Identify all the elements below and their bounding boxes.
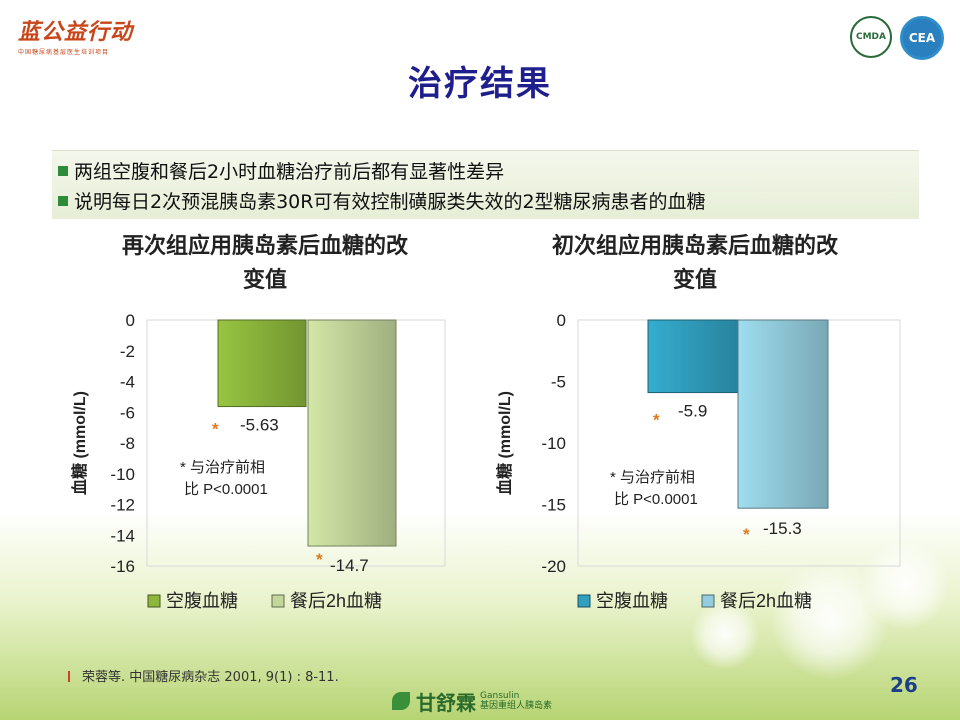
bar (737, 319, 829, 509)
citation-text: 荣蓉等. 中国糖尿病杂志 2001, 9(1) : 8-11. (82, 670, 339, 685)
y-tick-label: -10 (541, 434, 566, 453)
y-tick-label: -2 (120, 342, 135, 361)
legend-swatch (577, 594, 591, 608)
y-tick-label: -8 (120, 434, 135, 453)
y-tick-label: -10 (110, 465, 135, 484)
page-number: 26 (890, 673, 918, 697)
chart-title-line: 初次组应用胰岛素后血糖的改 (551, 234, 838, 259)
significance-marker: * (212, 420, 219, 439)
campaign-logo-text: 蓝公益行动 (18, 19, 134, 45)
significance-marker: * (743, 525, 750, 544)
legend-label: 空腹血糖 (166, 591, 238, 611)
data-label: -14.7 (330, 556, 369, 575)
annotation-text: * 与治疗前相 (610, 469, 695, 486)
chart-title-line: 变值 (672, 268, 717, 293)
citation: 荣蓉等. 中国糖尿病杂志 2001, 9(1) : 8-11. (68, 666, 339, 685)
chart-title-line: 再次组应用胰岛素后血糖的改 (121, 234, 408, 259)
bar (647, 319, 739, 394)
significance-marker: * (316, 550, 323, 569)
leaf-icon (392, 692, 410, 710)
y-tick-label: -15 (541, 496, 566, 515)
dandelion-decoration (860, 540, 950, 630)
bullet-text: 说明每日2次预混胰岛素30R可有效控制磺脲类失效的2型糖尿病患者的血糖 (74, 191, 706, 213)
data-label: -5.63 (240, 416, 279, 435)
cmda-badge: CMDA (850, 16, 892, 58)
brand-name-en: Gansulin (480, 691, 520, 701)
brand-name: 甘舒霖 (416, 690, 476, 715)
y-axis-label: 血糖 (mmol/L) (495, 391, 514, 495)
annotation-text: * 与治疗前相 (180, 459, 265, 476)
bullet-square-icon (58, 166, 68, 176)
y-tick-label: -16 (110, 557, 135, 576)
bar-chart-right: 0 -5 -10 -15 -20 血糖 (mmol/L) -5.9 * -15.3 * * 与治疗前… (495, 311, 901, 611)
legend-label: 餐后2h血糖 (720, 591, 812, 611)
y-axis-label: 血糖 (mmol/L) (70, 391, 89, 495)
brand-logo: 甘舒霖 Gansulin 基因重组人胰岛素 (392, 686, 552, 716)
legend-swatch (147, 594, 161, 608)
y-tick-label: -14 (110, 526, 135, 545)
y-tick-label: -5 (551, 373, 566, 392)
chart-title-line: 变值 (242, 268, 287, 293)
cea-badge: CEA (900, 16, 944, 60)
chart-title-left: 再次组应用胰岛素后血糖的改 变值 (60, 230, 470, 298)
bullet-square-icon (58, 196, 68, 206)
annotation-text: 比 P<0.0001 (184, 481, 268, 498)
bullet-item: 说明每日2次预混胰岛素30R可有效控制磺脲类失效的2型糖尿病患者的血糖 (58, 187, 706, 214)
chart-title-right: 初次组应用胰岛素后血糖的改 变值 (490, 230, 900, 298)
bar (307, 319, 397, 547)
cea-badge-text: CEA (908, 31, 936, 45)
campaign-logo-subtext: 中国糖尿病基层医生培训项目 (18, 49, 110, 56)
annotation-text: 比 P<0.0001 (614, 491, 698, 508)
bullet-text: 两组空腹和餐后2小时血糖治疗前后都有显著性差异 (74, 161, 505, 183)
legend-swatch (701, 594, 715, 608)
dandelion-decoration (690, 600, 760, 670)
bullet-box: 两组空腹和餐后2小时血糖治疗前后都有显著性差异 说明每日2次预混胰岛素30R可有… (52, 150, 919, 219)
y-tick-label: 0 (557, 311, 566, 330)
slide-title: 治疗结果 (408, 64, 552, 104)
legend-swatch (271, 594, 285, 608)
legend-label: 餐后2h血糖 (290, 591, 382, 611)
y-tick-label: -12 (110, 496, 135, 515)
bullet-item: 两组空腹和餐后2小时血糖治疗前后都有显著性差异 (58, 157, 504, 184)
y-tick-label: -6 (120, 403, 135, 422)
data-label: -5.9 (678, 402, 707, 421)
cmda-badge-text: CMDA (856, 32, 886, 42)
legend-label: 空腹血糖 (596, 591, 668, 611)
bar (217, 319, 307, 408)
citation-marker (68, 671, 70, 682)
brand-tagline: 基因重组人胰岛素 (480, 701, 553, 711)
y-tick-label: -4 (120, 373, 135, 392)
y-tick-label: 0 (126, 311, 135, 330)
campaign-logo: 蓝公益行动 中国糖尿病基层医生培训项目 (18, 14, 158, 58)
data-label: -15.3 (763, 519, 802, 538)
significance-marker: * (653, 411, 660, 430)
bar-chart-left: 0 -2 -4 -6 -8 -10 -12 -14 -16 血糖 (mmol/L) -5.63 * -1… (70, 311, 446, 611)
brand-sub: Gansulin 基因重组人胰岛素 (480, 691, 552, 711)
y-tick-label: -20 (541, 557, 566, 576)
